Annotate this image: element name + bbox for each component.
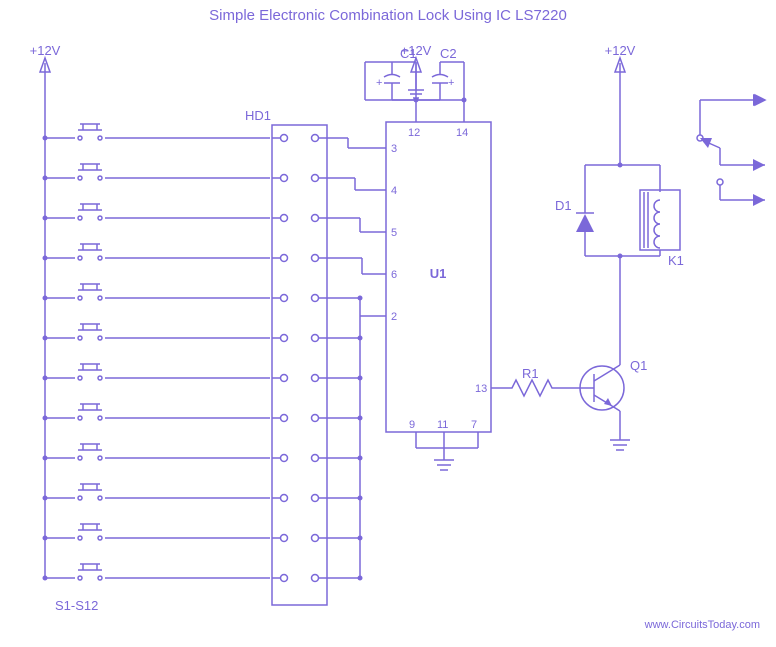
relay-k1: K1 (620, 165, 684, 268)
capacitor-c2: + C2 (432, 46, 464, 100)
relay-contacts (697, 94, 765, 206)
svg-text:C1: C1 (400, 46, 417, 61)
svg-text:13: 13 (475, 383, 487, 395)
svg-text:D1: D1 (555, 198, 572, 213)
ic-bottom-ground (416, 432, 478, 470)
page-title: Simple Electronic Combination Lock Using… (209, 7, 567, 24)
header-label: HD1 (245, 108, 271, 123)
svg-text:5: 5 (391, 227, 397, 239)
svg-text:9: 9 (409, 419, 415, 431)
svg-text:14: 14 (456, 127, 468, 139)
svg-text:6: 6 (391, 269, 397, 281)
svg-text:+: + (448, 77, 454, 89)
voltage-label-3: +12V (605, 43, 636, 58)
arrow-12v-1 (40, 58, 50, 96)
arrow-12v-3 (615, 58, 625, 165)
svg-text:C2: C2 (440, 46, 457, 61)
bus-stubs (327, 296, 363, 581)
svg-text:4: 4 (391, 185, 397, 197)
svg-text:12: 12 (408, 127, 420, 139)
svg-text:7: 7 (471, 419, 477, 431)
cap-ground (392, 62, 440, 100)
svg-text:K1: K1 (668, 253, 684, 268)
resistor-r1: R1 (505, 366, 560, 396)
svg-text:Q1: Q1 (630, 358, 647, 373)
capacitor-c1: + C1 (365, 46, 417, 100)
svg-text:11: 11 (437, 419, 448, 431)
header-block (272, 125, 327, 605)
ic-label: U1 (430, 266, 447, 281)
svg-text:+: + (376, 77, 382, 89)
svg-text:2: 2 (391, 311, 397, 323)
switch-bank (43, 124, 271, 581)
top-connections (414, 98, 467, 123)
header-to-ic-wires (327, 138, 386, 578)
header-pins (272, 135, 327, 582)
diode-d1: D1 (555, 163, 623, 259)
svg-text:3: 3 (391, 143, 397, 155)
svg-text:R1: R1 (522, 366, 539, 381)
switches-label: S1-S12 (55, 598, 98, 613)
voltage-label-1: +12V (30, 43, 61, 58)
credit-text: www.CircuitsToday.com (644, 619, 760, 631)
transistor-q1: Q1 (580, 358, 647, 411)
q1-ground (610, 411, 630, 450)
